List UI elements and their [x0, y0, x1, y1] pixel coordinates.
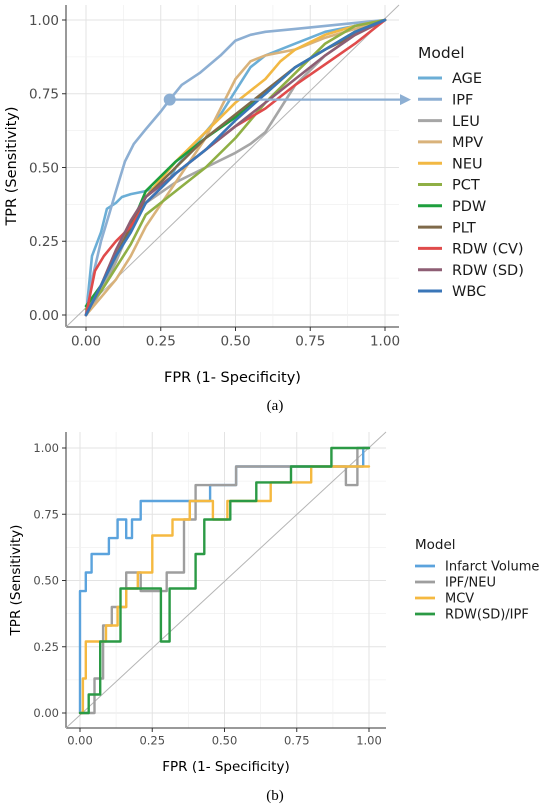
legend-label-ipf-neu: IPF/NEU [445, 576, 496, 591]
roc-curve-ipf [84, 18, 387, 317]
x-tick-label: 0.25 [139, 734, 165, 748]
y-tick-label: 0.50 [33, 574, 59, 588]
legend-label-plt: PLT [452, 220, 476, 236]
reference-diagonal-line [65, 431, 387, 729]
legend-title: Model [418, 44, 465, 62]
legend-label-rdw-sd-ipf: RDW(SD)/IPF [445, 608, 529, 623]
y-tick-label: 0.25 [29, 234, 59, 250]
roc-curve-mpv [84, 18, 387, 317]
legend-label-pdw: PDW [452, 199, 486, 215]
x-tick-label: 0.75 [284, 734, 310, 748]
y-tick-label: 1.00 [29, 13, 59, 29]
roc-curve-ipf-neu [78, 446, 371, 715]
legend-label-mpv: MPV [452, 135, 483, 151]
panel-caption: (b) [266, 788, 284, 804]
y-tick-label: 0.50 [29, 160, 59, 176]
annotation-arrowhead [400, 94, 411, 106]
roc-curve-wbc [84, 18, 387, 317]
reference-diagonal-line [65, 4, 400, 328]
x-tick-label: 1.00 [370, 334, 400, 350]
y-tick-label: 0.75 [33, 507, 59, 521]
x-tick-label: 0.50 [220, 334, 250, 350]
legend-title: Model [415, 537, 456, 553]
x-tick-label: 0.00 [71, 334, 101, 350]
legend-label-wbc: WBC [452, 284, 486, 300]
y-tick-label: 1.00 [33, 441, 59, 455]
legend-label-leu: LEU [452, 114, 480, 130]
annotation-point [163, 93, 176, 106]
x-tick-label: 0.00 [67, 734, 93, 748]
legend-label-ipf: IPF [452, 93, 473, 109]
panel-a-roc-chart: 0.00 0.25 0.50 0.75 1.00 0.00 0.25 0.50 0.75 1.00… [4, 4, 524, 414]
roc-lines [84, 18, 387, 317]
x-tick-label: 0.75 [295, 334, 325, 350]
x-tick-label: 1.00 [356, 734, 382, 748]
y-tick-label: 0.25 [33, 640, 59, 654]
y-tick-label: 0.00 [29, 308, 59, 324]
legend-label-infarct-volume: Infarct Volume [445, 560, 539, 575]
legend-label-mcv: MCV [445, 592, 474, 607]
x-axis-title: FPR (1- Specificity) [162, 759, 289, 775]
x-axis-title: FPR (1- Specificity) [164, 370, 301, 386]
legend-label-neu: NEU [452, 156, 483, 172]
roc-curve-rdw-sd-ipf [78, 446, 371, 715]
panel-b-roc-chart: 0.00 0.25 0.50 0.75 1.00 0.00 0.25 0.50 0.75 1.00… [8, 431, 539, 804]
roc-lines [78, 446, 371, 715]
y-tick-label: 0.00 [33, 706, 59, 720]
legend-label-rdw-sd: RDW (SD) [452, 263, 524, 279]
legend-label-age: AGE [452, 71, 482, 87]
x-tick-label: 0.50 [212, 734, 238, 748]
legend-label-rdw-cv: RDW (CV) [452, 242, 524, 258]
y-axis-title: TPR (Sensitivity) [8, 525, 24, 637]
y-tick-label: 0.75 [29, 87, 59, 103]
legend: Model AGE IPF LEU MPV NEU PCT PDW PLT RDW (CV) RDW… [418, 44, 524, 300]
panel-caption: (a) [267, 398, 284, 414]
roc-curve-pct [84, 18, 387, 311]
legend-label-pct: PCT [452, 178, 480, 194]
y-axis-title: TPR (Sensitivity) [4, 106, 20, 226]
x-tick-label: 0.25 [146, 334, 176, 350]
